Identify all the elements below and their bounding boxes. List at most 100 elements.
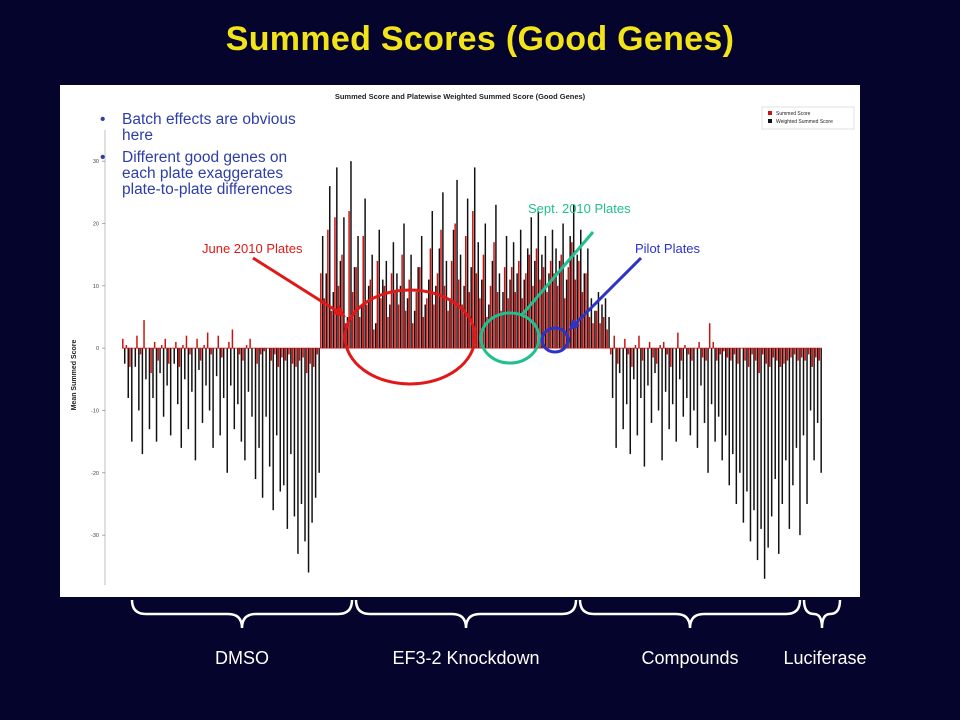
weighted-score-bar bbox=[389, 304, 391, 349]
weighted-score-bar bbox=[138, 348, 140, 411]
weighted-score-bar bbox=[668, 348, 670, 430]
weighted-score-bar bbox=[261, 348, 264, 498]
weighted-score-bar bbox=[396, 273, 398, 349]
weighted-score-bar bbox=[795, 348, 798, 448]
summed-score-bar bbox=[493, 242, 495, 349]
weighted-score-bar bbox=[318, 348, 320, 473]
summed-score-bar bbox=[274, 348, 276, 355]
summed-score-bar bbox=[705, 348, 707, 361]
weighted-score-bar bbox=[813, 348, 815, 461]
summed-score-bar bbox=[698, 341, 700, 349]
weighted-score-bar bbox=[583, 273, 586, 349]
weighted-score-bar bbox=[802, 348, 805, 436]
weighted-score-bar bbox=[300, 348, 303, 504]
summed-score-bar bbox=[479, 298, 481, 349]
summed-score-bar bbox=[348, 211, 350, 349]
summed-score-bar bbox=[730, 348, 732, 361]
weighted-score-bar bbox=[438, 248, 441, 349]
summed-score-bar bbox=[256, 348, 258, 364]
weighted-score-bar bbox=[353, 267, 356, 349]
weighted-score-bar bbox=[237, 348, 239, 405]
summed-score-bar bbox=[751, 348, 753, 355]
weighted-score-bar bbox=[530, 217, 533, 349]
summed-score-bar bbox=[486, 316, 488, 349]
weighted-score-bar bbox=[516, 273, 518, 349]
weighted-score-bar bbox=[763, 348, 766, 579]
weighted-score-bar bbox=[127, 348, 129, 399]
summed-score-bar bbox=[503, 267, 506, 349]
slide-title: Summed Scores (Good Genes) bbox=[225, 20, 735, 58]
weighted-score-bar bbox=[364, 198, 366, 349]
weighted-score-bar bbox=[622, 348, 624, 430]
summed-score-bar bbox=[312, 348, 315, 367]
summed-score-bar bbox=[581, 292, 584, 349]
weighted-score-bar bbox=[403, 223, 405, 349]
weighted-score-bar bbox=[633, 348, 635, 380]
weighted-score-bar bbox=[357, 235, 359, 349]
summed-score-bar bbox=[472, 211, 474, 349]
weighted-score-bar bbox=[746, 348, 748, 492]
weighted-score-bar bbox=[534, 260, 536, 349]
weighted-score-bar bbox=[152, 348, 154, 399]
summed-score-bar bbox=[341, 254, 343, 349]
weighted-score-bar bbox=[742, 348, 745, 523]
weighted-score-bar bbox=[739, 348, 741, 473]
summed-score-bar bbox=[217, 335, 220, 349]
summed-score-bar bbox=[143, 320, 145, 349]
summed-score-bar bbox=[599, 323, 601, 349]
summed-score-bar bbox=[546, 292, 548, 349]
weighted-score-bar bbox=[505, 235, 508, 349]
weighted-score-bar bbox=[283, 348, 285, 486]
summed-score-bar bbox=[164, 338, 166, 349]
legend-box bbox=[761, 106, 855, 130]
weighted-score-bar bbox=[184, 348, 186, 380]
weighted-score-bar bbox=[258, 348, 260, 448]
weighted-score-bar bbox=[569, 235, 571, 349]
weighted-score-bar bbox=[410, 254, 412, 349]
weighted-score-bar bbox=[420, 235, 423, 349]
weighted-score-bar bbox=[155, 348, 158, 442]
weighted-score-bar bbox=[537, 211, 540, 349]
summed-score-bar bbox=[150, 348, 152, 374]
summed-score-bar bbox=[139, 348, 142, 355]
weighted-score-bar bbox=[169, 348, 172, 436]
weighted-score-bar bbox=[707, 348, 709, 473]
summed-score-bar bbox=[337, 285, 340, 349]
summed-score-bar bbox=[815, 348, 817, 358]
bullet-text: Different good genes on each plate exagg… bbox=[122, 149, 293, 198]
summed-score-bar bbox=[708, 323, 711, 349]
bullet-text: Batch effects are obvious here bbox=[122, 111, 296, 144]
summed-score-bar bbox=[602, 316, 605, 349]
summed-score-bar bbox=[394, 292, 396, 349]
weighted-score-bar bbox=[785, 348, 787, 461]
weighted-score-bar bbox=[551, 229, 554, 349]
summed-score-bar bbox=[415, 292, 418, 349]
summed-score-bar bbox=[525, 273, 527, 349]
summed-score-bar bbox=[631, 348, 633, 367]
summed-score-bar bbox=[793, 348, 796, 355]
summed-score-bar bbox=[351, 292, 354, 349]
summed-score-bar bbox=[203, 345, 205, 349]
summed-score-bar bbox=[228, 341, 230, 349]
summed-score-bar bbox=[744, 348, 746, 361]
summed-score-bar bbox=[447, 310, 449, 349]
summed-score-bar bbox=[560, 254, 562, 349]
y-tick-label: -20 bbox=[91, 471, 99, 477]
weighted-score-bar bbox=[576, 254, 578, 349]
summed-score-bar bbox=[436, 273, 439, 349]
weighted-score-bar bbox=[717, 348, 720, 417]
summed-score-bar bbox=[160, 345, 163, 349]
weighted-score-bar bbox=[675, 348, 677, 442]
weighted-score-bar bbox=[594, 310, 596, 349]
weighted-score-bar bbox=[555, 248, 557, 349]
summed-score-bar bbox=[564, 298, 566, 349]
weighted-score-bar bbox=[413, 310, 416, 349]
weighted-score-bar bbox=[753, 348, 755, 511]
summed-score-bar bbox=[567, 267, 570, 349]
weighted-score-bar bbox=[799, 348, 801, 536]
summed-score-bar bbox=[429, 248, 432, 349]
weighted-score-bar bbox=[509, 279, 511, 349]
summed-score-bar bbox=[426, 298, 428, 349]
weighted-score-bar bbox=[484, 223, 487, 349]
bullet-dot: • bbox=[100, 111, 106, 128]
